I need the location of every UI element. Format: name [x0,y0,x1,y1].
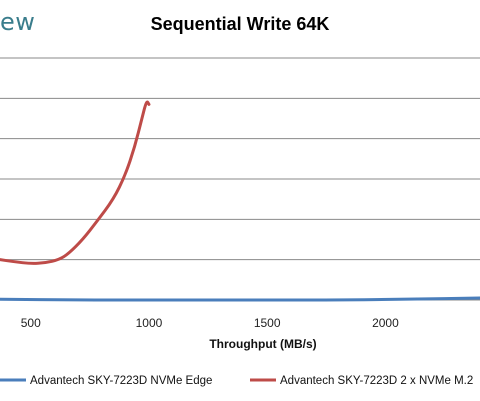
x-tick-label: 2000 [372,316,399,330]
series-lines [0,102,480,300]
series-line-1 [0,298,480,300]
series-line-2 [0,102,149,263]
x-tick-label: 500 [21,316,41,330]
x-tick-labels: 500 1000 1500 2000 [21,316,399,330]
x-tick-label: 1500 [254,316,281,330]
legend-entry: Advantech SKY-7223D NVMe Edge [30,375,212,387]
gridlines [0,58,480,300]
legend-entry: Advantech SKY-7223D 2 x NVMe M.2 [280,375,473,387]
x-axis-label: Throughput (MB/s) [209,337,316,351]
x-tick-label: 1000 [136,316,163,330]
legend: Advantech SKY-7223D NVMe Edge Advantech S… [0,375,473,387]
